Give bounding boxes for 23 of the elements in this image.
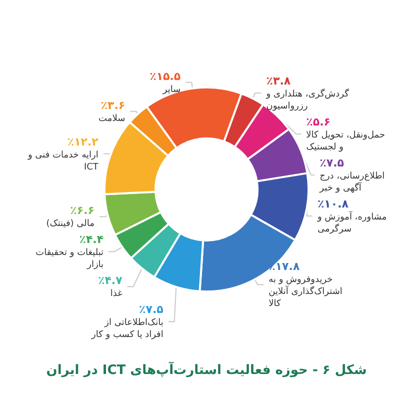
slice-label: سلامت bbox=[98, 114, 126, 124]
slice-label: بانک‌اطلاعاتی از افراد یا کسب و کار bbox=[90, 318, 164, 340]
data-label: ٪۳.۸ bbox=[266, 74, 291, 88]
data-label: ٪۱۲.۲ bbox=[67, 135, 99, 148]
data-label: ٪۶.۶ bbox=[70, 204, 94, 218]
data-label: ٪۱۰.۸ bbox=[317, 198, 349, 211]
data-label: ٪۷.۵ bbox=[139, 303, 164, 316]
data-label: ٪۵.۶ bbox=[306, 116, 331, 129]
slice-label: اطلاع‌رسانی، درج آگهی و خبر bbox=[318, 172, 385, 194]
data-label: ٪۳.۶ bbox=[100, 98, 126, 112]
slice-label: تبلیغات و تحقیقات بازار bbox=[36, 248, 104, 270]
text: شکل ۶ - حوزه فعالیت استارت‌آپ‌های ICT در ایران bbox=[46, 361, 367, 378]
data-label: ٪۴.۴ bbox=[79, 233, 104, 246]
data-label: ٪۷.۵ bbox=[320, 156, 344, 170]
slice-label: خریدوفروش و به اشتراک‌گذاری آنلاین کالا bbox=[268, 275, 342, 310]
slice-label: سایر bbox=[162, 84, 181, 95]
slice-label: حمل‌ونقل، تحویل کالا و لجستیک bbox=[306, 130, 386, 153]
data-label: ٪۱۵.۵ bbox=[150, 70, 181, 83]
slice-label: غذا bbox=[110, 289, 123, 300]
slice-label: مالی (فینتک) bbox=[46, 219, 95, 230]
slice-label: گردش‌گری، هتلداری و رزرو‌اسیون bbox=[265, 88, 350, 112]
slice-label: مشاوره، آموزش و سرگرمی bbox=[316, 210, 387, 235]
data-label: ٪۴.۷ bbox=[98, 274, 123, 288]
